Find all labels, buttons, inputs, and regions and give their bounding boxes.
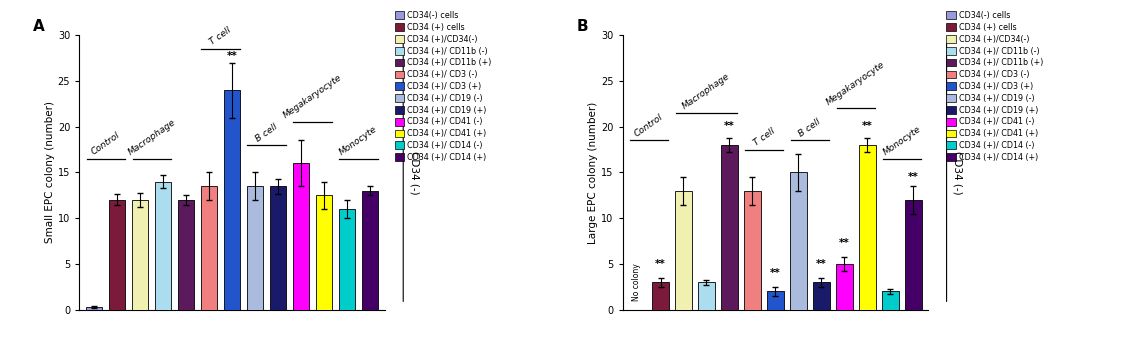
Text: CD34 (-): CD34 (-): [410, 151, 419, 194]
Text: Monocyte: Monocyte: [881, 124, 923, 157]
Bar: [859, 145, 876, 310]
Text: Control: Control: [89, 131, 121, 157]
Bar: [698, 282, 714, 310]
Y-axis label: Small EPC colony (number): Small EPC colony (number): [45, 101, 55, 244]
Bar: [767, 291, 783, 310]
Text: CD34 (-): CD34 (-): [953, 151, 962, 194]
Text: B: B: [577, 19, 589, 34]
Bar: [155, 182, 171, 310]
Text: Monocyte: Monocyte: [337, 124, 379, 157]
Text: **: **: [861, 121, 873, 131]
Bar: [813, 282, 830, 310]
Bar: [293, 163, 309, 310]
Text: A: A: [34, 19, 45, 34]
Text: B cell: B cell: [797, 117, 823, 139]
Bar: [904, 200, 921, 310]
Y-axis label: Large EPC colony (number): Large EPC colony (number): [589, 101, 599, 244]
Text: **: **: [908, 172, 919, 182]
Text: **: **: [770, 268, 781, 278]
Text: **: **: [839, 238, 850, 247]
Text: T cell: T cell: [752, 127, 777, 148]
Text: No colony: No colony: [632, 263, 641, 301]
Bar: [675, 191, 692, 310]
Text: T cell: T cell: [208, 26, 233, 47]
Bar: [652, 282, 669, 310]
Text: Macrophage: Macrophage: [681, 72, 732, 111]
Bar: [200, 186, 217, 310]
Bar: [131, 200, 148, 310]
Bar: [882, 291, 899, 310]
Bar: [837, 264, 852, 310]
Text: Megakaryocyte: Megakaryocyte: [282, 73, 343, 120]
Bar: [744, 191, 761, 310]
Text: **: **: [655, 259, 666, 269]
Bar: [316, 195, 333, 310]
Bar: [178, 200, 195, 310]
Text: **: **: [226, 51, 238, 61]
Text: Control: Control: [633, 112, 664, 139]
Bar: [109, 200, 126, 310]
Bar: [86, 307, 103, 310]
Bar: [269, 186, 286, 310]
Text: Megakaryocyte: Megakaryocyte: [825, 59, 886, 107]
Bar: [338, 209, 355, 310]
Bar: [721, 145, 738, 310]
Text: **: **: [724, 121, 735, 131]
Legend: CD34(-) cells, CD34 (+) cells, CD34 (+)/CD34(-), CD34 (+)/ CD11b (-), CD34 (+)/ : CD34(-) cells, CD34 (+) cells, CD34 (+)/…: [946, 11, 1043, 162]
Bar: [361, 191, 378, 310]
Bar: [247, 186, 264, 310]
Bar: [790, 172, 807, 310]
Legend: CD34(-) cells, CD34 (+) cells, CD34 (+)/CD34(-), CD34 (+)/ CD11b (-), CD34 (+)/ : CD34(-) cells, CD34 (+) cells, CD34 (+)/…: [395, 11, 491, 162]
Text: B cell: B cell: [254, 122, 280, 143]
Text: Macrophage: Macrophage: [126, 118, 177, 157]
Bar: [224, 90, 240, 310]
Text: **: **: [816, 259, 826, 269]
